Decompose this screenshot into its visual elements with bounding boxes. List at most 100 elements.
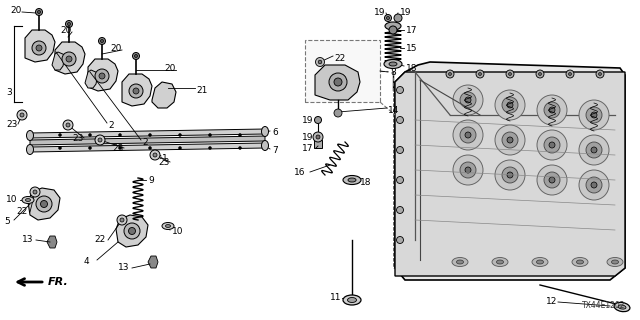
Circle shape bbox=[544, 102, 560, 118]
Circle shape bbox=[598, 73, 602, 76]
Circle shape bbox=[132, 52, 140, 60]
Circle shape bbox=[549, 177, 555, 183]
Text: 19: 19 bbox=[302, 132, 314, 141]
Text: 22: 22 bbox=[16, 207, 28, 217]
Text: 6: 6 bbox=[272, 127, 278, 137]
Circle shape bbox=[544, 137, 560, 153]
Circle shape bbox=[538, 73, 541, 76]
Text: 23: 23 bbox=[112, 143, 124, 153]
Circle shape bbox=[133, 88, 139, 94]
Circle shape bbox=[389, 26, 397, 34]
Ellipse shape bbox=[577, 260, 584, 264]
Ellipse shape bbox=[348, 178, 356, 182]
Circle shape bbox=[67, 22, 70, 26]
Ellipse shape bbox=[26, 145, 33, 155]
Circle shape bbox=[507, 137, 513, 143]
Circle shape bbox=[465, 97, 471, 103]
Circle shape bbox=[124, 223, 140, 239]
Circle shape bbox=[179, 147, 182, 149]
Circle shape bbox=[33, 190, 37, 194]
Circle shape bbox=[460, 127, 476, 143]
Text: 23: 23 bbox=[72, 133, 83, 142]
Ellipse shape bbox=[497, 260, 504, 264]
Text: 12: 12 bbox=[546, 298, 557, 307]
Polygon shape bbox=[30, 136, 265, 145]
Circle shape bbox=[179, 133, 182, 137]
Circle shape bbox=[385, 14, 392, 21]
Text: 19: 19 bbox=[374, 7, 385, 17]
Circle shape bbox=[465, 132, 471, 138]
Circle shape bbox=[95, 135, 105, 145]
Text: 9: 9 bbox=[148, 175, 154, 185]
Text: 17: 17 bbox=[406, 26, 417, 35]
Circle shape bbox=[334, 109, 342, 117]
Circle shape bbox=[99, 73, 105, 79]
Polygon shape bbox=[395, 72, 625, 276]
Circle shape bbox=[30, 187, 40, 197]
Circle shape bbox=[449, 73, 451, 76]
Circle shape bbox=[313, 132, 323, 142]
Circle shape bbox=[507, 102, 513, 108]
Circle shape bbox=[460, 162, 476, 178]
Polygon shape bbox=[47, 236, 57, 248]
Text: 16: 16 bbox=[294, 167, 305, 177]
Ellipse shape bbox=[348, 298, 356, 302]
Circle shape bbox=[507, 172, 513, 178]
Circle shape bbox=[549, 107, 555, 113]
Circle shape bbox=[536, 70, 544, 78]
Circle shape bbox=[88, 133, 92, 137]
Circle shape bbox=[397, 236, 403, 244]
Text: 19: 19 bbox=[302, 116, 314, 124]
Ellipse shape bbox=[26, 198, 31, 202]
Circle shape bbox=[88, 147, 92, 149]
Text: 20: 20 bbox=[60, 26, 72, 35]
Circle shape bbox=[479, 73, 481, 76]
Circle shape bbox=[596, 70, 604, 78]
Circle shape bbox=[58, 147, 61, 149]
Circle shape bbox=[591, 147, 597, 153]
Polygon shape bbox=[152, 82, 176, 108]
Ellipse shape bbox=[492, 258, 508, 267]
Text: 10: 10 bbox=[6, 196, 17, 204]
Text: 22: 22 bbox=[94, 236, 105, 244]
Ellipse shape bbox=[607, 258, 623, 267]
Text: 19: 19 bbox=[400, 7, 412, 17]
Circle shape bbox=[209, 147, 211, 149]
Ellipse shape bbox=[536, 260, 543, 264]
Polygon shape bbox=[395, 62, 625, 280]
Circle shape bbox=[506, 70, 514, 78]
Circle shape bbox=[58, 133, 61, 137]
Ellipse shape bbox=[384, 60, 402, 68]
Circle shape bbox=[537, 130, 567, 160]
Ellipse shape bbox=[614, 302, 630, 312]
Circle shape bbox=[209, 133, 211, 137]
Text: 23: 23 bbox=[6, 119, 17, 129]
Text: 10: 10 bbox=[172, 228, 184, 236]
Ellipse shape bbox=[618, 305, 626, 309]
Polygon shape bbox=[116, 215, 148, 247]
Text: 13: 13 bbox=[22, 236, 33, 244]
Circle shape bbox=[579, 135, 609, 165]
Text: 1: 1 bbox=[162, 154, 168, 163]
Circle shape bbox=[239, 133, 241, 137]
Ellipse shape bbox=[343, 175, 361, 185]
Ellipse shape bbox=[343, 295, 361, 305]
Circle shape bbox=[120, 218, 124, 222]
Circle shape bbox=[100, 39, 104, 43]
Circle shape bbox=[36, 196, 52, 212]
Circle shape bbox=[329, 73, 347, 91]
Circle shape bbox=[586, 142, 602, 158]
Circle shape bbox=[397, 86, 403, 93]
Circle shape bbox=[495, 125, 525, 155]
Circle shape bbox=[66, 56, 72, 62]
Circle shape bbox=[397, 206, 403, 213]
Circle shape bbox=[153, 153, 157, 157]
Polygon shape bbox=[30, 129, 265, 138]
Circle shape bbox=[453, 85, 483, 115]
Text: 13: 13 bbox=[118, 263, 129, 273]
Circle shape bbox=[35, 9, 42, 15]
Text: 23: 23 bbox=[158, 157, 170, 166]
Circle shape bbox=[118, 133, 122, 137]
Text: 21: 21 bbox=[196, 85, 207, 94]
Ellipse shape bbox=[262, 140, 269, 150]
